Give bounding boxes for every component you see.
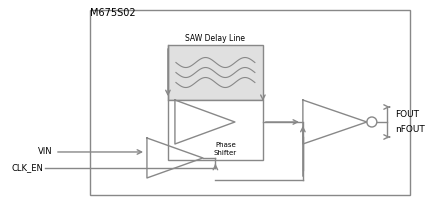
Text: Phase
Shifter: Phase Shifter [214, 142, 237, 156]
Text: nFOUT: nFOUT [395, 125, 425, 134]
Text: M675S02: M675S02 [90, 8, 136, 18]
Text: CLK_EN: CLK_EN [11, 163, 43, 173]
Text: FOUT: FOUT [395, 111, 419, 119]
Bar [168, 100, 263, 160]
Bar [90, 10, 410, 195]
Text: VIN: VIN [38, 147, 53, 157]
Bar [168, 45, 263, 100]
Text: SAW Delay Line: SAW Delay Line [185, 34, 245, 43]
